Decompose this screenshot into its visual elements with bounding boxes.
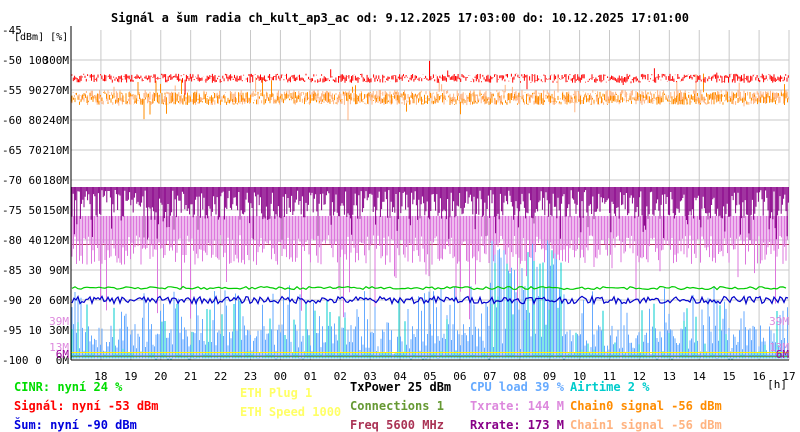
legend-entry: Connections 1 [350,399,444,413]
y-tick-label: -45 [2,24,22,37]
x-tick-label: 02 [334,370,347,383]
legend-entry: Chain0 signal -56 dBm [570,399,722,413]
x-tick-label: 04 [393,370,407,383]
y-rate-label: 270M [43,84,70,97]
y-rate-label: 90M [49,264,69,277]
y-rate-label: 150M [43,204,70,217]
y-tick-label: -90 20 [2,294,42,307]
side-marker-label: 13M [49,341,69,354]
side-marker-label: 39M [49,315,69,328]
y-rate-label: 30M [49,324,69,337]
x-tick-label: 13 [663,370,676,383]
x-tick-label: 09 [543,370,556,383]
x-tick-label: 03 [364,370,377,383]
x-tick-label: 17 [782,370,795,383]
legend-entry: Chain1 signal -56 dBm [570,418,722,432]
y-rate-label: 0M [56,354,70,367]
legend-entry: Txrate: 144 M [470,399,564,413]
legend-entry: TxPower 25 dBm [350,380,452,394]
y-rate-label: 120M [43,234,70,247]
side-marker-label-right: 39M [769,315,789,328]
y-tick-label: -85 30 [2,264,42,277]
legend-entry: CPU load 39 % [470,380,564,394]
y-rate-label: 300M [43,54,70,67]
x-tick-label: 15 [723,370,736,383]
x-tick-label: 07 [483,370,496,383]
y-rate-label: 210M [43,144,70,157]
side-marker-label-right: 13M [769,341,789,354]
x-tick-label: 11 [603,370,616,383]
y-tick-label: -80 40 [2,234,42,247]
legend-entry: Signál: nyní -53 dBm [14,399,159,413]
x-tick-label: 00 [274,370,287,383]
y-units-header: [dBm] [%] [14,32,68,43]
x-tick-label: 19 [124,370,137,383]
legend-entry: Šum: nyní -90 dBm [14,418,137,432]
legend-entry: CINR: nyní 24 % [14,380,123,394]
legend-entry: ETH Speed 1000 [240,405,342,419]
series-noise [71,294,789,306]
y-tick-label: -65 70 [2,144,42,157]
x-tick-label: 18 [94,370,107,383]
legend-entry: ETH Plug 1 [240,386,313,400]
y-tick-label: -100 0 [2,354,42,367]
side-marker-label: 6M [56,348,70,361]
x-tick-label: 23 [244,370,257,383]
y-tick-label: -50 100 [2,54,48,67]
legend-entry: Airtime 2 % [570,380,650,394]
x-tick-label: 21 [184,370,197,383]
series-rxrate [71,187,789,240]
side-marker-label-right: 6M [776,348,790,361]
x-tick-label: 12 [633,370,646,383]
series-layer [71,60,789,360]
legend-entry: Rxrate: 173 M [470,418,564,432]
y-tick-label: -70 60 [2,174,42,187]
x-tick-label: 22 [214,370,227,383]
series-cinr [71,285,787,291]
x-tick-label: 01 [304,370,317,383]
y-tick-label: -55 90 [2,84,42,97]
x-tick-label: 08 [513,370,526,383]
x-tick-label: 16 [752,370,765,383]
y-tick-label: -75 50 [2,204,42,217]
series-signal [71,60,789,95]
y-tick-label: -95 10 [2,324,42,337]
y-tick-label: -60 80 [2,114,42,127]
x-tick-label: 14 [693,370,707,383]
series-txrate [71,216,788,320]
x-unit-label: [h] [767,378,787,391]
chart-title: Signál a šum radia ch_kult_ap3_ac od: 9.… [111,11,689,25]
x-tick-label: 10 [573,370,586,383]
x-tick-label: 20 [154,370,167,383]
y-rate-label: 180M [43,174,70,187]
legend-entry: Freq 5600 MHz [350,418,444,432]
x-tick-label: 05 [423,370,436,383]
y-rate-label: 60M [49,294,69,307]
x-tick-label: 06 [453,370,466,383]
y-rate-label: 240M [43,114,70,127]
